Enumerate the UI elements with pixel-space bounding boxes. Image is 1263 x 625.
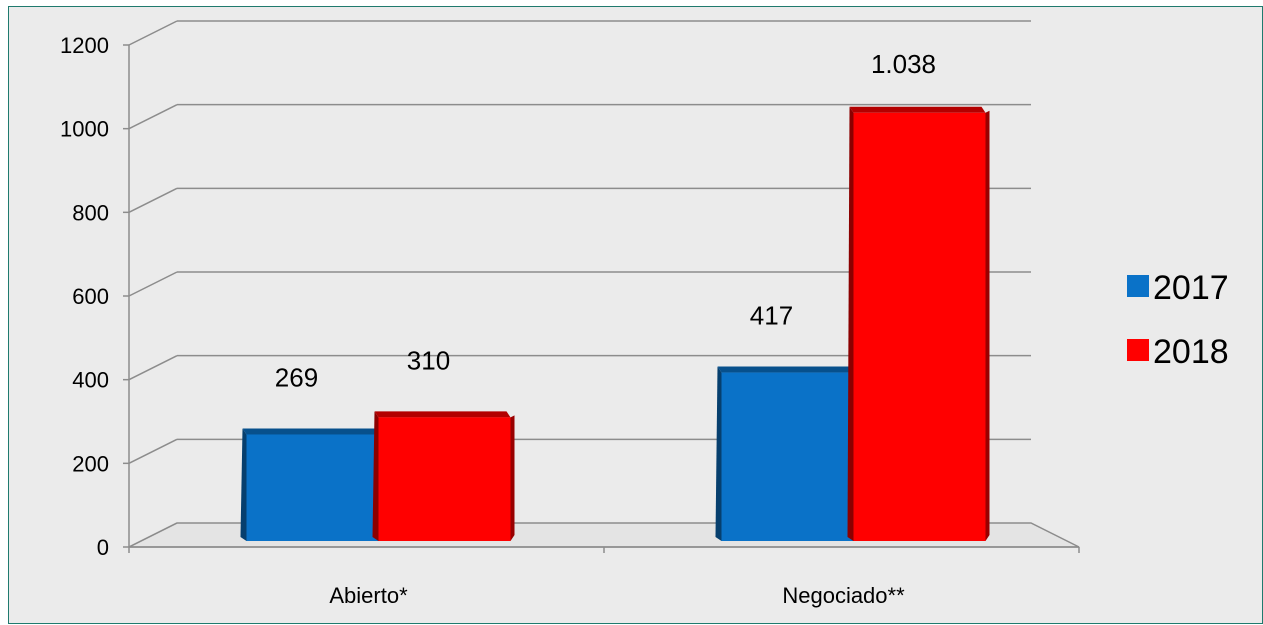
labels: 269 310 417 1.038 <box>275 49 936 393</box>
y-tick-label: 800 <box>72 200 109 225</box>
bar-2018-1-top <box>849 106 986 113</box>
bar-2018-1 <box>853 112 986 542</box>
bar-2018-0-edge <box>510 415 515 541</box>
gridline-depth <box>128 438 178 465</box>
bar-2018-1-edge <box>985 110 990 542</box>
gridline-depth <box>128 103 178 130</box>
gridline-depth <box>128 271 178 297</box>
bar-chart: 0 200 400 600 800 1000 1200 Abierto* Negociado**… <box>60 20 1229 608</box>
bars <box>240 106 990 542</box>
gridline-depth <box>128 20 178 46</box>
category-label: Abierto* <box>329 583 408 608</box>
y-tick-label: 0 <box>97 535 109 560</box>
y-tick-label: 400 <box>72 368 109 393</box>
y-tick-label: 200 <box>72 451 109 476</box>
gridline-depth <box>128 354 178 381</box>
bar-2017-0-side <box>240 428 247 541</box>
legend-swatch <box>1127 275 1149 297</box>
bar-2018-0 <box>378 417 511 541</box>
data-label: 417 <box>750 301 793 331</box>
bar-2017-1 <box>721 372 854 541</box>
gridline-depth <box>128 187 178 214</box>
data-label: 269 <box>275 362 318 392</box>
bar-2017-0 <box>246 434 379 541</box>
bar-2017-1-top <box>717 366 854 373</box>
category-label: Negociado** <box>782 583 905 608</box>
legend-label: 2017 <box>1153 269 1229 307</box>
axes: 0 200 400 600 800 1000 1200 Abierto* Negociado** <box>60 33 1080 608</box>
bar-2018-1-side <box>847 106 854 542</box>
y-tick-label: 600 <box>72 284 109 309</box>
gridline-depth <box>128 522 178 548</box>
bar-2017-1-side <box>715 366 722 541</box>
data-label: 1.038 <box>871 49 936 79</box>
y-tick-label: 1000 <box>60 117 109 142</box>
bar-2018-0-side <box>372 411 379 541</box>
y-tick-label: 1200 <box>60 33 109 58</box>
bar-2018-0-top <box>374 411 511 418</box>
legend-label: 2018 <box>1153 333 1229 371</box>
bar-2017-0-top <box>242 428 379 435</box>
data-label: 310 <box>407 345 450 375</box>
chart-frame: 0 200 400 600 800 1000 1200 Abierto* Negociado**… <box>8 6 1263 624</box>
legend-swatch <box>1127 339 1149 361</box>
legend: 2017 2018 <box>1127 269 1229 371</box>
